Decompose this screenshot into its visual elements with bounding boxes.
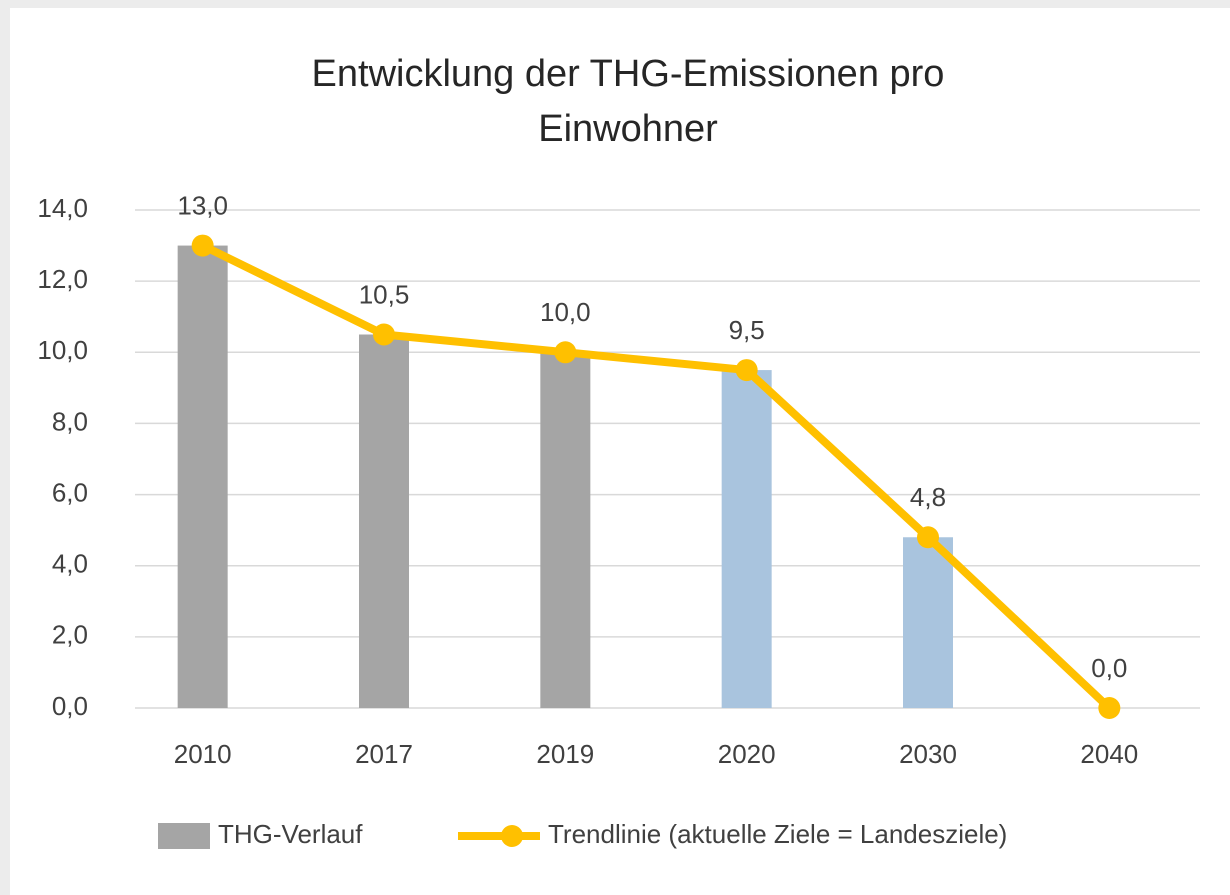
data-label: 10,0 xyxy=(540,297,591,327)
line-marker xyxy=(735,359,758,382)
legend-label: Trendlinie (aktuelle Ziele = Landesziele… xyxy=(548,819,1007,849)
y-tick-label: 12,0 xyxy=(37,264,88,294)
line xyxy=(200,241,1113,711)
x-tick-label: 2020 xyxy=(718,739,776,769)
data-label: 13,0 xyxy=(177,190,228,220)
bar xyxy=(540,352,591,708)
y-tick-label: 2,0 xyxy=(52,620,88,650)
line-marker xyxy=(373,323,395,346)
legend-swatch xyxy=(158,823,210,849)
data-label: 4,8 xyxy=(910,482,946,512)
x-tick-label: 2040 xyxy=(1080,739,1138,769)
bar xyxy=(359,334,409,708)
x-tick-label: 2030 xyxy=(899,739,957,769)
line-marker xyxy=(191,234,214,257)
line-marker xyxy=(1098,697,1121,719)
y-tick-label: 6,0 xyxy=(52,477,88,507)
x-tick-label: 2019 xyxy=(536,739,594,769)
legend-swatch xyxy=(501,825,523,847)
y-tick-label: 4,0 xyxy=(52,549,88,579)
x-tick-label: 2010 xyxy=(174,739,232,769)
y-tick-label: 0,0 xyxy=(52,691,88,721)
data-label: 10,5 xyxy=(359,279,410,309)
bar xyxy=(721,370,772,708)
y-tick-label: 8,0 xyxy=(52,406,88,436)
bar xyxy=(177,245,228,709)
x-tick-label: 2017 xyxy=(355,739,413,769)
chart-title: Einwohner xyxy=(538,108,718,150)
data-label: 9,5 xyxy=(729,315,765,345)
y-tick-label: 10,0 xyxy=(37,335,88,365)
chart-title: Entwicklung der THG-Emissionen pro xyxy=(312,53,945,95)
legend-label: THG-Verlauf xyxy=(218,819,363,849)
y-tick-label: 14,0 xyxy=(37,193,88,223)
bar xyxy=(903,537,953,708)
line-marker xyxy=(554,341,577,364)
data-label: 0,0 xyxy=(1091,653,1127,683)
line-marker xyxy=(917,526,939,549)
